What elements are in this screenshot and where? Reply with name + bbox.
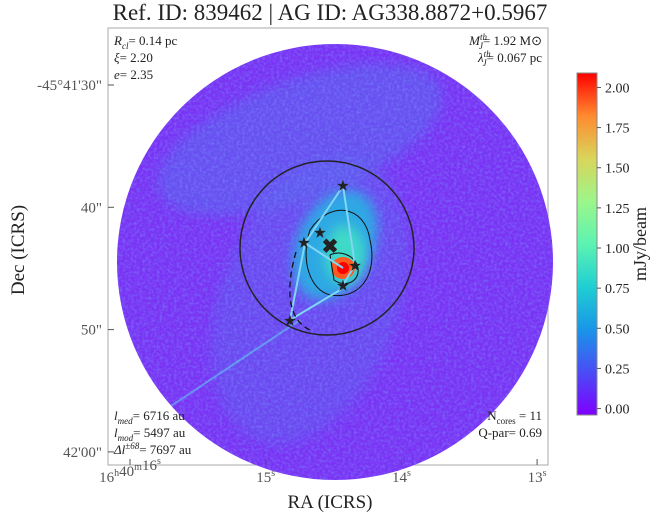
- svg-text:★: ★: [314, 225, 326, 240]
- x-tick-sup: s: [271, 468, 275, 479]
- chart-title: Ref. ID: 839462 | AG ID: AG338.8872+0.59…: [113, 0, 548, 25]
- annotation-sub: cores: [497, 416, 516, 426]
- annotation: lmod= 5497 au: [114, 425, 186, 443]
- annotation: e= 2.35: [114, 67, 153, 82]
- x-tick-sup: h: [114, 468, 119, 479]
- x-tick-label: 13s: [528, 468, 547, 486]
- annotation: ξ= 2.20: [114, 50, 153, 65]
- y-tick-label: 42'00": [63, 445, 102, 461]
- annotation-text: = 0.69: [509, 425, 542, 440]
- svg-text:★: ★: [337, 178, 349, 193]
- svg-text:✖: ✖: [322, 236, 339, 258]
- colorbar-tick-label: 1.00: [605, 242, 630, 257]
- svg-text:★: ★: [349, 258, 361, 273]
- colorbar-tick-label: 0.00: [605, 403, 630, 418]
- annotation-text: = 11: [516, 408, 542, 423]
- annotation-sub: cl: [122, 41, 129, 51]
- x-tick-sup: s: [157, 456, 161, 467]
- x-tick-text: 15: [256, 470, 271, 486]
- sky-image: ✖ ★★ ★★ ★★: [107, 27, 553, 480]
- annotation: λth J= 0.067 pc: [477, 49, 542, 68]
- x-tick-sup: s: [543, 468, 547, 479]
- annotation: Mth J= 1.92 M⊙: [468, 32, 542, 51]
- annotation-sub: J: [479, 41, 484, 51]
- x-tick-sup: m: [134, 462, 142, 473]
- annotation-text: = 6716 au: [133, 408, 186, 423]
- annotation-symbol: M: [468, 33, 481, 48]
- annotation-symbol: e: [114, 67, 120, 82]
- x-axis-label: RA (ICRS): [288, 492, 373, 513]
- colorbar-tick-label: 1.50: [605, 162, 630, 177]
- annotation-text: = 0.14 pc: [128, 33, 177, 48]
- annotation-sup: th: [484, 49, 492, 59]
- y-tick-label: 40": [81, 200, 102, 216]
- annotation-sub: med: [118, 416, 133, 426]
- annotation-symbol: Q-par: [478, 425, 509, 440]
- colorbar-label: mJy/beam: [630, 207, 650, 281]
- annotation-symbol: R: [113, 33, 122, 48]
- x-tick-label: 16h40m16s: [99, 456, 161, 486]
- annotation-text: = 1.92 M⊙: [483, 33, 542, 48]
- x-tick-label: 14s: [392, 468, 411, 486]
- annotation: Q-par= 0.69: [478, 425, 542, 440]
- annotation-symbol: ξ: [114, 50, 120, 65]
- annotation-text: = 7697 au: [139, 442, 192, 457]
- annotation-symbol: l: [114, 408, 118, 423]
- colorbar-tick-label: 0.25: [605, 362, 630, 377]
- colorbar-tick-label: 1.25: [605, 202, 630, 217]
- annotation-symbol: l: [114, 425, 118, 440]
- annotation-symbol: λ: [477, 50, 484, 65]
- annotation-text: = 0.067 pc: [487, 50, 543, 65]
- annotation-text: = 5497 au: [133, 425, 186, 440]
- y-tick-label: -45°41'30": [37, 78, 102, 94]
- colorbar-tick-label: 2.00: [605, 81, 630, 96]
- colorbar: [576, 72, 598, 416]
- svg-text:★: ★: [284, 313, 296, 328]
- svg-text:★: ★: [298, 235, 310, 250]
- x-tick-text: 16: [142, 458, 158, 474]
- y-tick-label: 50": [81, 323, 102, 339]
- y-axis-label: Dec (ICRS): [8, 205, 29, 295]
- colorbar-tick-label: 1.75: [605, 122, 630, 137]
- annotation-text: = 2.35: [120, 67, 153, 82]
- annotation-sub: J: [483, 58, 488, 68]
- x-tick-text: 14: [392, 470, 408, 486]
- annotation-sup: th: [480, 32, 488, 42]
- annotation-symbol: Δl: [113, 442, 126, 457]
- colorbar-tick-label: 0.50: [605, 322, 630, 337]
- annotation-symbol: N: [487, 408, 497, 423]
- x-tick-label: 15s: [256, 468, 275, 486]
- annotation: lmed= 6716 au: [114, 408, 185, 426]
- x-tick-text: 40: [119, 464, 134, 480]
- annotation: Rcl= 0.14 pc: [113, 33, 178, 51]
- svg-text:★: ★: [337, 278, 349, 293]
- annotation-sup: ±68: [125, 441, 139, 451]
- x-tick-sup: s: [407, 468, 411, 479]
- annotation-text: = 2.20: [120, 50, 153, 65]
- x-tick-text: 13: [528, 470, 543, 486]
- x-tick-text: 16: [99, 470, 115, 486]
- colorbar-tick-label: 0.75: [605, 282, 630, 297]
- annotation: Δl±68= 7697 au: [113, 441, 192, 457]
- annotation-sub: mod: [118, 433, 134, 443]
- annotation: Ncores = 11: [487, 408, 542, 426]
